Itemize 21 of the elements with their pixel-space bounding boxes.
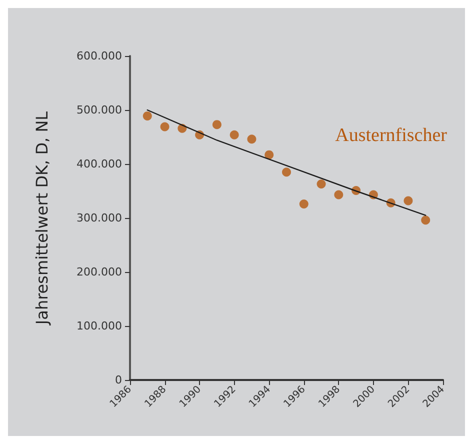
y-tick-label: 100.000 (76, 320, 122, 332)
y-tick-label: 600.000 (76, 50, 122, 62)
point (160, 122, 170, 132)
point (334, 190, 344, 200)
point (299, 199, 308, 208)
point (212, 120, 222, 130)
point (282, 168, 291, 177)
y-tick-label: 0 (115, 374, 122, 386)
point (230, 130, 239, 140)
y-tick-label: 200.000 (76, 266, 122, 278)
y-tick-label: 500.000 (76, 104, 122, 116)
point (421, 216, 430, 225)
y-axis-title: Jahresmittelwert DK, D, NL (32, 111, 52, 326)
point (142, 111, 152, 120)
series-label: Austernfischer (335, 125, 448, 146)
point (316, 179, 326, 188)
y-tick-label: 300.000 (76, 212, 122, 224)
y-tick-label: 400.000 (76, 158, 122, 170)
point (404, 196, 413, 206)
point (264, 150, 274, 160)
point (247, 134, 256, 144)
